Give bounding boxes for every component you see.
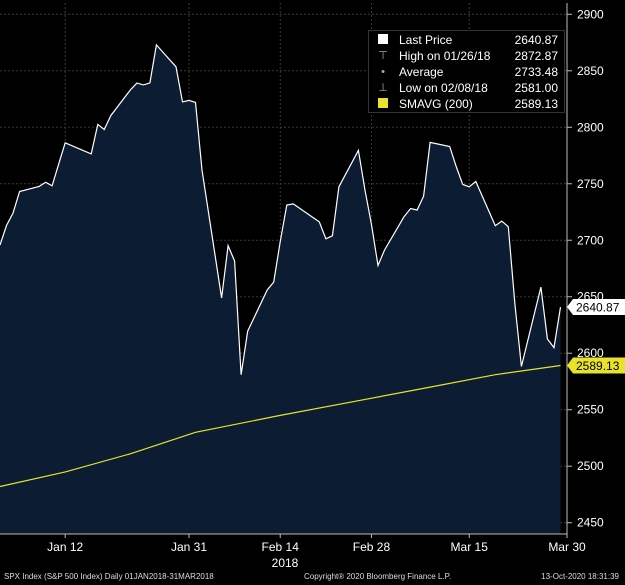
y-tick-label: 2800 bbox=[577, 120, 604, 134]
legend-label: SMAVG (200) bbox=[399, 97, 473, 111]
average-marker-icon: • bbox=[381, 66, 385, 78]
chart-legend: Last Price 2640.87 ⊤ High on 01/26/18 28… bbox=[368, 30, 565, 113]
x-tick-label: Feb 14 bbox=[262, 540, 300, 554]
high-marker-icon: ⊤ bbox=[378, 50, 388, 62]
legend-row-last-price: Last Price 2640.87 bbox=[369, 33, 564, 49]
y-tick-label: 2750 bbox=[577, 177, 604, 191]
price-tag-label: 2640.87 bbox=[576, 301, 620, 315]
legend-row-average: • Average 2733.48 bbox=[369, 65, 564, 81]
low-marker-icon: ⊥ bbox=[378, 82, 388, 94]
x-tick-label: Feb 28 bbox=[353, 540, 391, 554]
x-tick-label: Mar 15 bbox=[451, 540, 489, 554]
legend-row-smavg: SMAVG (200) 2589.13 bbox=[369, 97, 564, 113]
y-tick-label: 2900 bbox=[577, 7, 604, 21]
x-year-label: 2018 bbox=[272, 556, 299, 570]
legend-label: Average bbox=[399, 65, 444, 79]
price-tag-label: 2589.13 bbox=[576, 359, 620, 373]
x-tick-label: Mar 30 bbox=[548, 540, 586, 554]
footer-source: SPX Index (S&P 500 Index) Daily 01JAN201… bbox=[4, 572, 214, 581]
footer-bar: SPX Index (S&P 500 Index) Daily 01JAN201… bbox=[0, 569, 625, 585]
footer-copyright: Copyright® 2020 Bloomberg Finance L.P. bbox=[304, 572, 452, 581]
x-tick-label: Jan 12 bbox=[47, 540, 83, 554]
y-tick-label: 2700 bbox=[577, 233, 604, 247]
y-tick-label: 2500 bbox=[577, 459, 604, 473]
legend-label: High on 01/26/18 bbox=[399, 49, 491, 63]
legend-value: 2589.13 bbox=[514, 97, 558, 111]
legend-label: Last Price bbox=[399, 33, 453, 47]
legend-value: 2581.00 bbox=[514, 81, 558, 95]
legend-row-high: ⊤ High on 01/26/18 2872.87 bbox=[369, 49, 564, 65]
legend-swatch-icon bbox=[377, 98, 389, 110]
legend-label: Low on 02/08/18 bbox=[399, 81, 488, 95]
legend-value: 2872.87 bbox=[514, 49, 558, 63]
legend-value: 2733.48 bbox=[514, 65, 558, 79]
price-tag bbox=[567, 299, 625, 316]
y-tick-label: 2600 bbox=[577, 346, 604, 360]
y-tick-label: 2450 bbox=[577, 516, 604, 530]
legend-value: 2640.87 bbox=[514, 33, 558, 47]
price-area-fill bbox=[0, 44, 561, 535]
price-tag bbox=[567, 357, 625, 374]
y-tick-label: 2550 bbox=[577, 403, 604, 417]
x-tick-label: Jan 31 bbox=[171, 540, 207, 554]
legend-swatch-icon bbox=[377, 34, 389, 46]
legend-row-low: ⊥ Low on 02/08/18 2581.00 bbox=[369, 81, 564, 97]
footer-timestamp: 13-Oct-2020 18:31:39 bbox=[541, 572, 619, 581]
price-line bbox=[0, 43, 562, 375]
smavg-line bbox=[0, 364, 561, 488]
y-tick-label: 2850 bbox=[577, 64, 604, 78]
